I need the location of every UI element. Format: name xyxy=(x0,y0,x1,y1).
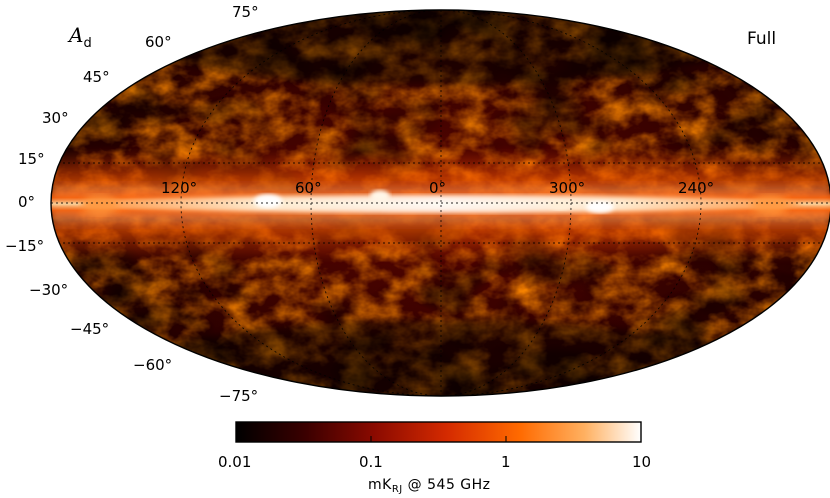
lon-label: 60° xyxy=(295,179,322,197)
lat-label: −30° xyxy=(29,281,68,299)
colorbar-tick: 1 xyxy=(501,453,511,471)
colorbar-tick: 10 xyxy=(632,453,651,471)
lat-label: 60° xyxy=(145,33,172,51)
map-outline xyxy=(50,9,830,397)
lat-label: 75° xyxy=(232,3,259,21)
lat-label: −15° xyxy=(5,237,44,255)
mollweide-map xyxy=(51,10,830,396)
colorbar-tick: 0.01 xyxy=(218,453,251,471)
longitude-labels: 120° 60° 0° 300° 240° xyxy=(161,179,714,197)
unit-main: mK xyxy=(368,477,392,493)
title-subscript: d xyxy=(83,36,91,51)
colorbar-unit-label: mKRJ @ 545 GHz xyxy=(368,477,491,495)
title-main: A xyxy=(67,23,83,47)
colorbar-gradient xyxy=(235,421,642,443)
unit-subscript: RJ xyxy=(392,484,403,495)
lat-label: −45° xyxy=(70,320,109,338)
colorbar: 0.01 0.1 1 10 mKRJ @ 545 GHz xyxy=(218,421,651,495)
lon-label: 0° xyxy=(429,179,446,197)
map-title: Ad xyxy=(67,23,92,51)
lat-label: 0° xyxy=(18,193,35,211)
lat-label: −60° xyxy=(133,356,172,374)
lat-label: 15° xyxy=(18,150,45,168)
colorbar-tick: 0.1 xyxy=(359,453,383,471)
lat-label: 30° xyxy=(42,109,69,127)
lon-label: 300° xyxy=(549,179,585,197)
data-split-label: Full xyxy=(747,29,776,49)
lon-label: 240° xyxy=(678,179,714,197)
unit-rest: @ 545 GHz xyxy=(403,477,491,493)
lat-label: −75° xyxy=(219,387,258,405)
lon-label: 120° xyxy=(161,179,197,197)
latitude-labels: 75° 60° 45° 30° 15° 0° −15° −30° −45° −6… xyxy=(5,3,259,405)
lat-label: 45° xyxy=(83,68,110,86)
